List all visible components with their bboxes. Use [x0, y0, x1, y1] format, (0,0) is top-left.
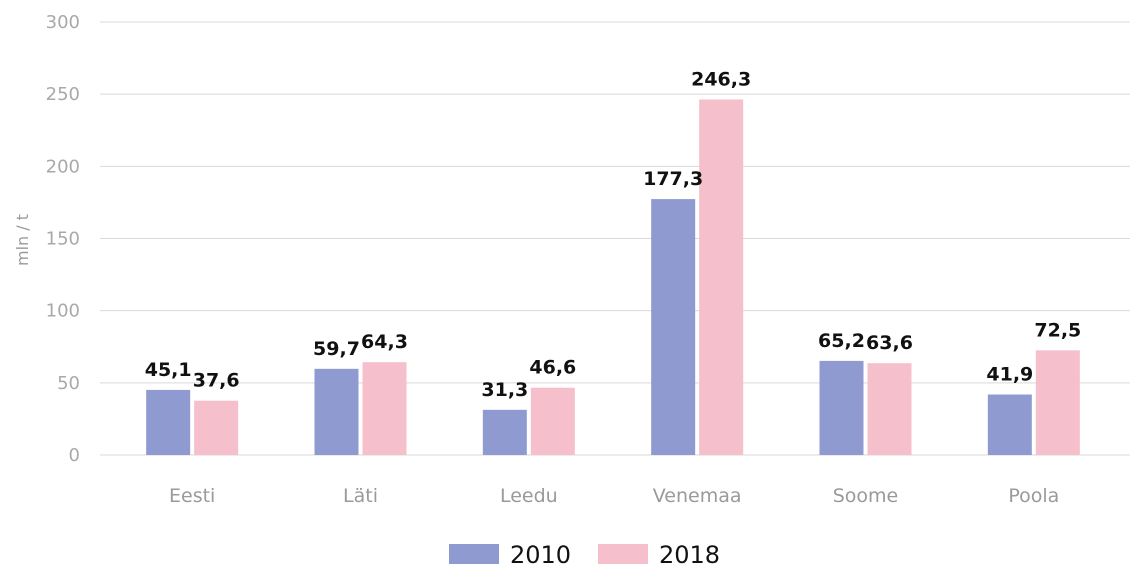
bar-2010-läti [314, 368, 359, 455]
grid-lines [100, 21, 1130, 456]
category-label: Läti [343, 485, 378, 507]
legend-swatch-2010 [449, 544, 499, 564]
data-label: 63,6 [866, 332, 913, 354]
category-label: Leedu [500, 485, 558, 507]
category-label: Eesti [169, 485, 215, 507]
y-tick-label: 100 [46, 301, 80, 322]
bar-2018-leedu [530, 387, 575, 455]
y-tick-label: 300 [46, 12, 80, 33]
legend: 2010 2018 [449, 541, 720, 566]
data-label: 41,9 [986, 364, 1033, 386]
bar-2010-venemaa [651, 199, 696, 455]
data-label: 46,6 [529, 357, 576, 379]
y-axis-ticks: 0 50 100 150 200 250 300 [46, 12, 80, 466]
category-label: Venemaa [653, 485, 742, 507]
legend-swatch-2018 [598, 544, 648, 564]
data-label: 59,7 [313, 338, 360, 360]
bar-2018-venemaa [699, 99, 744, 456]
data-label: 45,1 [145, 359, 192, 381]
bar-2010-eesti [146, 389, 191, 455]
y-tick-label: 250 [46, 84, 80, 105]
y-tick-label: 50 [57, 373, 80, 394]
bar-2018-soome [867, 363, 912, 455]
data-labels: 45,1 37,6 59,7 64,3 31,346,6 177,3 246,3 65,2 63… [145, 69, 1082, 401]
bar-2018-läti [362, 362, 407, 455]
bar-2018-poola [1035, 350, 1080, 455]
bar-2018-eesti [194, 400, 239, 455]
bar-2010-soome [819, 360, 864, 455]
bar-2010-poola [987, 394, 1032, 455]
y-tick-label: 200 [46, 156, 80, 177]
data-label: 31,3 [481, 379, 528, 401]
legend-label-2010: 2010 [510, 541, 571, 566]
data-label: 64,3 [361, 331, 408, 353]
data-label: 246,3 [691, 69, 751, 91]
y-axis-label: mln / t [13, 214, 32, 266]
y-tick-label: 0 [69, 445, 80, 466]
bar-2010-leedu [482, 409, 527, 455]
category-label: Soome [833, 485, 899, 507]
data-label: 37,6 [193, 370, 240, 392]
bars [146, 99, 1080, 456]
legend-label-2018: 2018 [659, 541, 720, 566]
y-tick-label: 150 [46, 229, 80, 250]
data-label: 65,2 [818, 330, 865, 352]
data-label: 177,3 [643, 168, 703, 190]
category-labels: Eesti Läti Leedu Venemaa Soome Poola [169, 485, 1059, 507]
data-label: 72,5 [1034, 319, 1081, 341]
category-label: Poola [1008, 485, 1059, 507]
